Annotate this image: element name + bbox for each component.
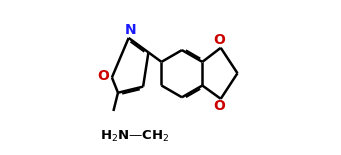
Text: O: O bbox=[213, 33, 225, 47]
Text: O: O bbox=[213, 99, 225, 113]
Text: O: O bbox=[98, 69, 109, 83]
Text: N: N bbox=[125, 22, 137, 37]
Text: H$_2$N—CH$_2$: H$_2$N—CH$_2$ bbox=[100, 128, 169, 144]
